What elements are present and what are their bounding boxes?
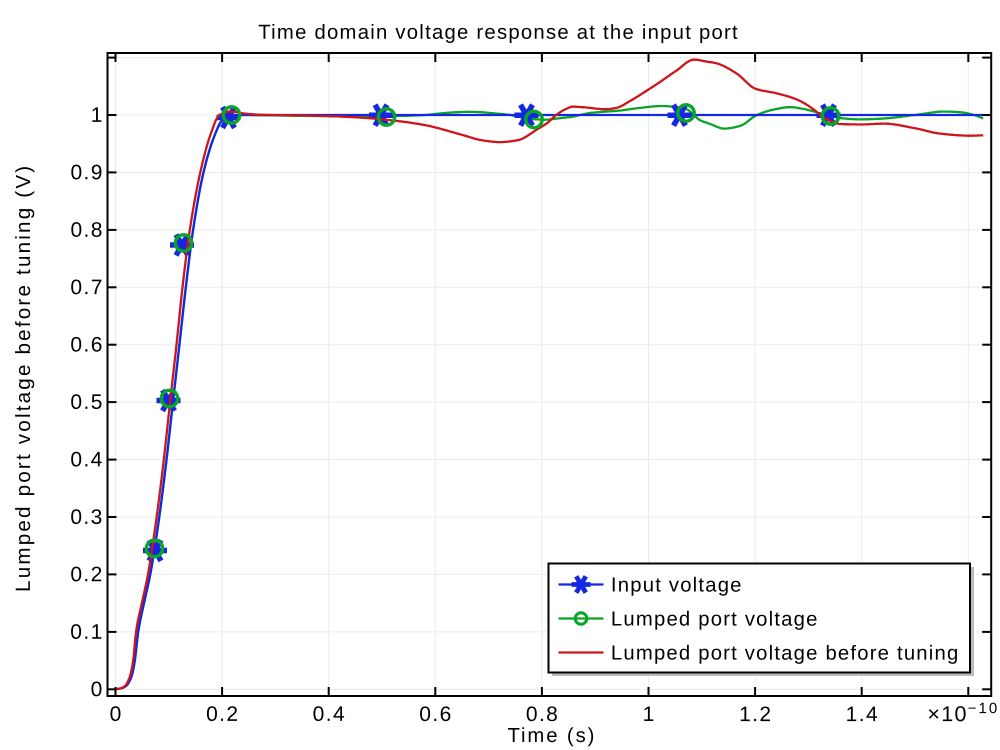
svg-text:Lumped port voltage: Lumped port voltage [611,609,819,631]
svg-text:×10−10: ×10−10 [927,700,999,726]
svg-text:0.6: 0.6 [70,334,103,357]
svg-text:0.6: 0.6 [419,703,452,726]
svg-text:1: 1 [643,703,656,726]
svg-text:Time (s): Time (s) [507,725,596,747]
svg-text:0: 0 [91,678,104,701]
svg-text:1: 1 [91,104,104,127]
svg-text:0.3: 0.3 [70,506,103,529]
svg-text:0.5: 0.5 [70,391,103,414]
svg-text:0.8: 0.8 [70,219,103,242]
svg-text:0.2: 0.2 [206,703,239,726]
svg-text:0.2: 0.2 [70,563,103,586]
svg-text:Input voltage: Input voltage [611,575,743,597]
svg-text:0.1: 0.1 [70,621,103,644]
svg-text:0.9: 0.9 [70,161,103,184]
svg-text:0.7: 0.7 [70,276,103,299]
svg-text:0.4: 0.4 [70,448,103,471]
svg-text:0.4: 0.4 [313,703,346,726]
svg-text:Lumped port voltage before tun: Lumped port voltage before tuning (V) [12,164,35,592]
svg-text:0.8: 0.8 [526,703,559,726]
svg-text:1.2: 1.2 [739,703,772,726]
svg-text:1.4: 1.4 [846,703,879,726]
svg-text:Lumped port voltage before tun: Lumped port voltage before tuning [611,643,960,665]
svg-text:Time domain voltage response a: Time domain voltage response at the inpu… [258,22,739,44]
svg-text:0: 0 [110,703,123,726]
